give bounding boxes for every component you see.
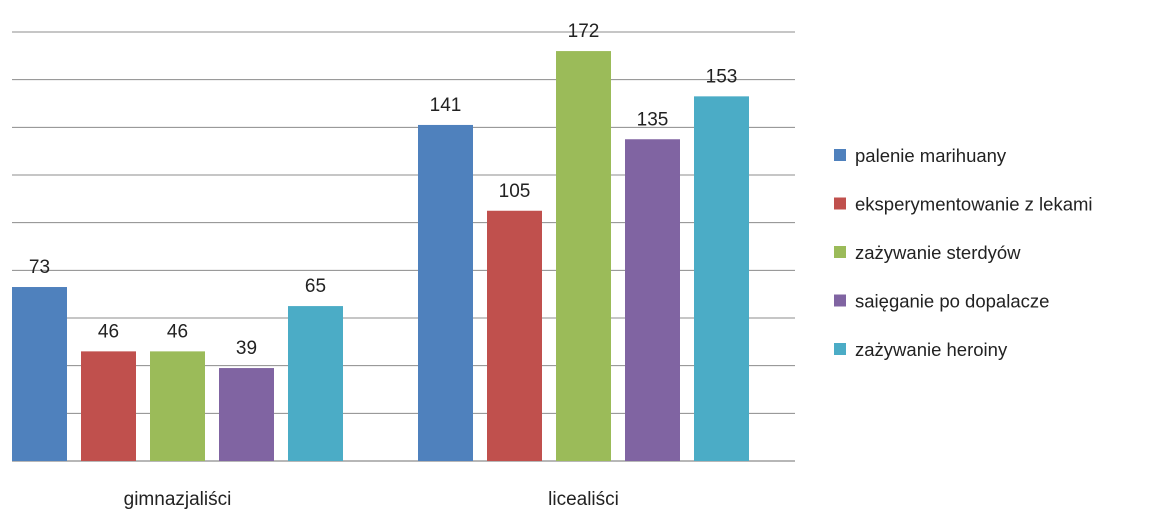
- legend-label: palenie marihuany: [855, 145, 1007, 166]
- value-label: 46: [98, 321, 119, 342]
- legend-label: zażywanie heroiny: [855, 339, 1008, 360]
- value-label: 39: [236, 338, 257, 359]
- value-label: 172: [568, 21, 600, 42]
- bar: [288, 306, 343, 461]
- bar: [694, 96, 749, 461]
- bar: [418, 124, 473, 461]
- value-label: 65: [305, 276, 326, 297]
- value-labels: 73 46 46 39 65 141 105 172 135 153: [29, 21, 737, 359]
- value-label: 105: [499, 181, 531, 202]
- category-label: licealiści: [548, 489, 619, 510]
- legend-swatch: [834, 294, 846, 307]
- legend: palenie marihuany eksperymentowanie z lek…: [834, 145, 1093, 360]
- legend-label: saięganie po dopalacze: [855, 291, 1049, 312]
- bar: [81, 351, 136, 461]
- category-labels: gimnazjaliści licealiści: [124, 489, 619, 510]
- value-label: 141: [430, 95, 462, 116]
- category-label: gimnazjaliści: [124, 489, 232, 510]
- legend-label: zażywanie sterdyów: [855, 242, 1021, 263]
- value-label: 46: [167, 321, 188, 342]
- value-label: 153: [706, 66, 738, 87]
- bar: [556, 51, 611, 462]
- value-label: 135: [637, 109, 669, 130]
- bar: [487, 210, 542, 461]
- bar: [150, 351, 205, 461]
- bar: [625, 139, 680, 461]
- bar: [12, 287, 67, 461]
- legend-label: eksperymentowanie z lekami: [855, 194, 1093, 215]
- legend-swatch: [834, 343, 846, 355]
- bar: [219, 368, 274, 461]
- bar-series-group: [12, 51, 749, 462]
- legend-swatch: [834, 149, 846, 161]
- value-label: 73: [29, 257, 50, 278]
- legend-swatch: [834, 246, 846, 258]
- legend-swatch: [834, 197, 846, 210]
